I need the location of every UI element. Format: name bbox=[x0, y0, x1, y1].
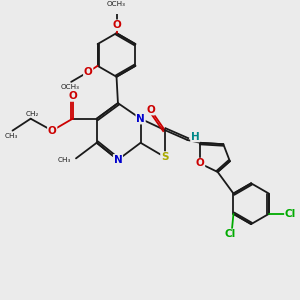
Text: Cl: Cl bbox=[225, 229, 236, 239]
Text: O: O bbox=[84, 67, 93, 77]
Text: O: O bbox=[146, 105, 155, 115]
Text: Cl: Cl bbox=[285, 209, 296, 219]
Text: O: O bbox=[112, 20, 121, 30]
Text: H: H bbox=[191, 132, 200, 142]
Text: N: N bbox=[136, 114, 145, 124]
Text: CH₃: CH₃ bbox=[4, 133, 18, 139]
Text: O: O bbox=[68, 91, 77, 101]
Text: N: N bbox=[114, 155, 122, 165]
Text: O: O bbox=[196, 158, 205, 169]
Text: CH₂: CH₂ bbox=[26, 111, 39, 117]
Text: S: S bbox=[161, 152, 168, 162]
Text: OCH₃: OCH₃ bbox=[107, 1, 126, 7]
Text: CH₃: CH₃ bbox=[58, 157, 71, 163]
Text: OCH₃: OCH₃ bbox=[60, 84, 79, 90]
Text: O: O bbox=[48, 126, 57, 136]
